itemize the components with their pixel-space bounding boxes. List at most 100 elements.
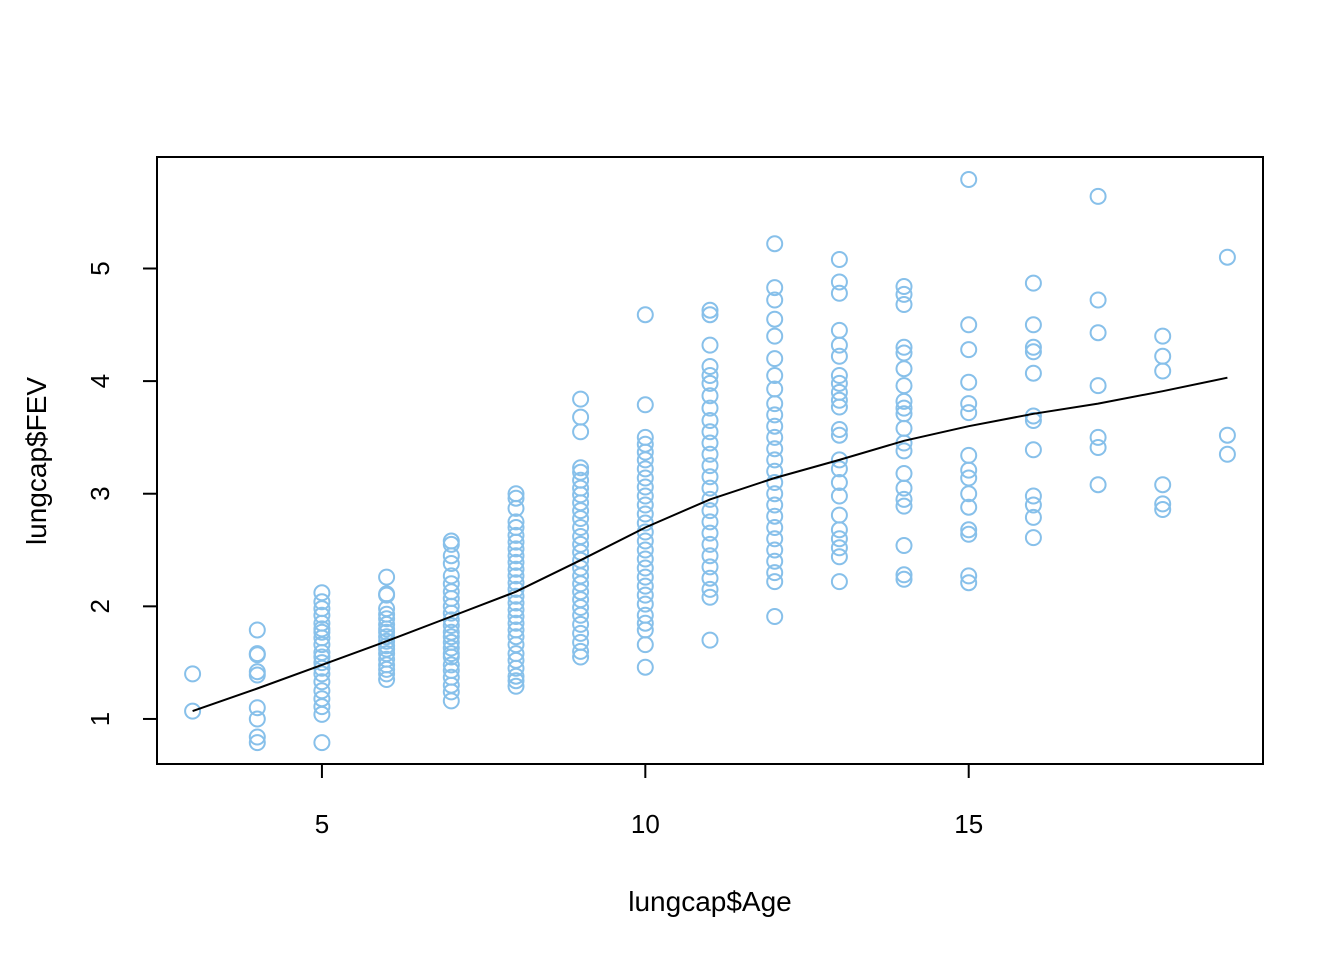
data-point: [248, 699, 266, 717]
data-point: [1024, 441, 1042, 459]
data-point: [507, 608, 525, 625]
data-point: [701, 580, 719, 598]
data-point: [378, 623, 396, 641]
data-point: [766, 552, 784, 570]
data-point: [1154, 327, 1172, 345]
data-point: [636, 496, 654, 514]
data-point: [766, 573, 784, 591]
data-point: [1089, 324, 1107, 342]
data-point: [442, 628, 460, 646]
data-point: [1154, 362, 1172, 380]
data-point: [830, 506, 848, 524]
data-point: [960, 498, 978, 516]
data-point: [507, 553, 525, 571]
data-point: [701, 524, 719, 542]
data-point: [701, 535, 719, 553]
data-point: [701, 457, 719, 475]
data-point: [636, 568, 654, 586]
data-point: [507, 547, 525, 565]
data-point: [378, 568, 396, 586]
data-point: [507, 533, 525, 551]
x-tick-label: 10: [631, 809, 660, 839]
data-point: [313, 636, 331, 654]
data-point: [1089, 377, 1107, 395]
data-point: [507, 628, 525, 646]
data-point: [248, 666, 266, 684]
data-point: [507, 677, 525, 695]
y-axis: 1 2 3 4 5: [85, 261, 158, 726]
data-point: [895, 566, 913, 584]
x-tick-label: 15: [954, 809, 983, 839]
plot-frame: [156, 156, 1264, 765]
data-point: [766, 406, 784, 424]
data-point: [701, 336, 719, 354]
data-point: [572, 510, 590, 527]
data-point: [248, 728, 266, 746]
data-point: [507, 513, 525, 531]
data-point: [313, 734, 331, 752]
data-point: [1024, 508, 1042, 526]
data-point: [507, 526, 525, 544]
data-point: [507, 672, 525, 690]
data-point: [1089, 439, 1107, 456]
data-point: [572, 633, 590, 651]
data-point: [1024, 274, 1042, 292]
data-point: [830, 421, 848, 438]
data-point: [636, 487, 654, 505]
data-point: [830, 521, 848, 539]
x-tick-label: 5: [315, 809, 329, 839]
data-point: [766, 541, 784, 559]
data-point: [378, 632, 396, 650]
data-point: [572, 648, 590, 666]
data-point: [572, 615, 590, 633]
data-point: [701, 358, 719, 375]
data-point: [766, 350, 784, 368]
data-point: [766, 367, 784, 384]
data-point: [507, 601, 525, 619]
data-point: [701, 490, 719, 508]
data-point: [895, 537, 913, 554]
data-point: [701, 502, 719, 520]
data-point: [442, 639, 460, 657]
y-tick-label: 2: [85, 599, 115, 613]
data-point: [507, 489, 525, 507]
data-point: [507, 580, 525, 598]
data-point: [1154, 495, 1172, 513]
data-point: [184, 702, 202, 720]
data-point: [830, 391, 848, 409]
data-point: [313, 606, 331, 624]
y-tick-label: 4: [85, 374, 115, 388]
scatter-points: [184, 171, 1236, 752]
data-point: [960, 461, 978, 479]
data-point: [636, 595, 654, 613]
data-point: [895, 490, 913, 508]
data-point: [1089, 187, 1107, 205]
data-point: [830, 284, 848, 302]
data-point: [895, 296, 913, 313]
data-point: [895, 465, 913, 482]
data-point: [895, 570, 913, 588]
data-point: [830, 374, 848, 392]
data-point: [701, 399, 719, 417]
data-point: [960, 404, 978, 422]
data-point: [701, 569, 719, 587]
data-point: [830, 451, 848, 469]
data-point: [248, 621, 266, 639]
data-point: [960, 395, 978, 413]
data-point: [442, 532, 460, 550]
data-point: [1089, 291, 1107, 309]
data-point: [442, 656, 460, 674]
data-point: [960, 341, 978, 359]
data-point: [1154, 476, 1172, 494]
data-point: [830, 487, 848, 505]
data-point: [766, 608, 784, 625]
data-point: [248, 663, 266, 681]
data-point: [1024, 496, 1042, 514]
data-point: [701, 558, 719, 576]
data-point: [895, 278, 913, 295]
data-point: [1024, 338, 1042, 356]
data-point: [636, 451, 654, 469]
data-point: [313, 623, 331, 641]
data-point: [1024, 343, 1042, 361]
data-point: [313, 593, 331, 611]
